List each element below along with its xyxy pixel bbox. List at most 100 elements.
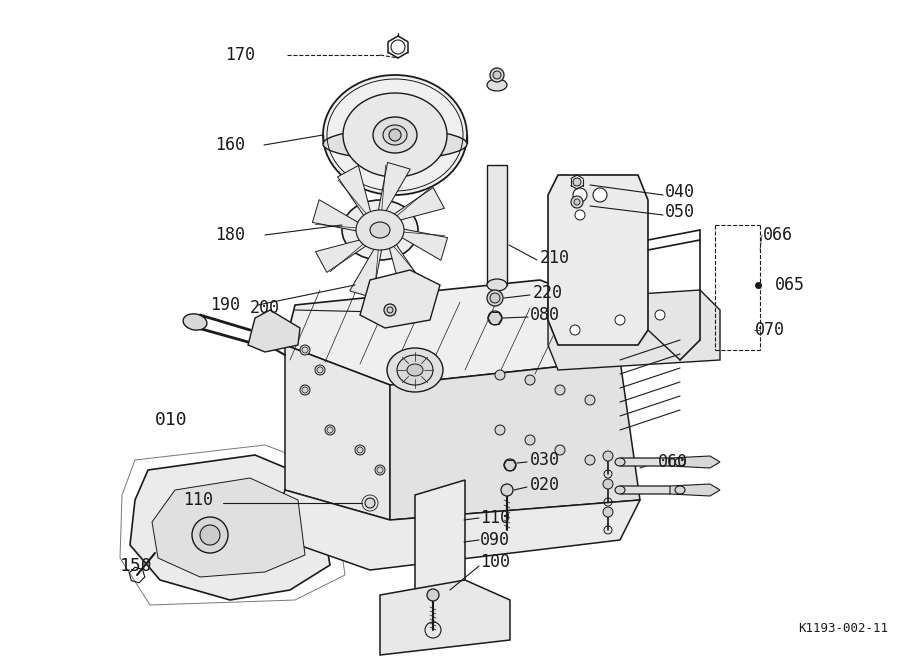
- Polygon shape: [670, 484, 720, 496]
- Circle shape: [525, 375, 535, 385]
- Ellipse shape: [615, 486, 625, 494]
- Polygon shape: [360, 270, 440, 328]
- Ellipse shape: [183, 314, 207, 330]
- Circle shape: [315, 365, 325, 375]
- Circle shape: [501, 484, 513, 496]
- Circle shape: [487, 290, 503, 306]
- Circle shape: [488, 311, 502, 325]
- Circle shape: [192, 517, 228, 553]
- Circle shape: [573, 178, 581, 186]
- Polygon shape: [388, 239, 423, 294]
- Circle shape: [495, 425, 505, 435]
- Text: 010: 010: [155, 411, 187, 429]
- Text: 100: 100: [480, 553, 510, 571]
- Circle shape: [574, 199, 580, 205]
- Text: 066: 066: [763, 226, 793, 244]
- Circle shape: [555, 445, 565, 455]
- Ellipse shape: [615, 458, 625, 466]
- Text: 160: 160: [215, 136, 245, 154]
- Text: 050: 050: [665, 203, 695, 221]
- Text: 170: 170: [225, 46, 255, 64]
- Circle shape: [585, 395, 595, 405]
- Polygon shape: [378, 163, 410, 215]
- Ellipse shape: [373, 117, 417, 153]
- Polygon shape: [270, 490, 640, 570]
- Circle shape: [603, 451, 613, 461]
- Ellipse shape: [342, 200, 418, 260]
- Circle shape: [570, 325, 580, 335]
- Text: 220: 220: [533, 284, 563, 302]
- Circle shape: [585, 455, 595, 465]
- Circle shape: [389, 129, 401, 141]
- Text: 110: 110: [183, 491, 213, 509]
- Polygon shape: [620, 458, 680, 466]
- Circle shape: [490, 293, 500, 303]
- Polygon shape: [394, 227, 448, 260]
- Ellipse shape: [487, 279, 507, 291]
- Text: 150: 150: [120, 557, 153, 575]
- Circle shape: [387, 307, 393, 313]
- Ellipse shape: [383, 125, 407, 145]
- Polygon shape: [415, 480, 465, 620]
- Text: K1193-002-11: K1193-002-11: [798, 622, 888, 634]
- Circle shape: [555, 385, 565, 395]
- Polygon shape: [152, 478, 305, 577]
- Circle shape: [571, 196, 583, 208]
- Circle shape: [593, 188, 607, 202]
- Circle shape: [495, 370, 505, 380]
- Text: 090: 090: [480, 531, 510, 549]
- Circle shape: [525, 435, 535, 445]
- Ellipse shape: [343, 93, 447, 177]
- Text: 080: 080: [530, 306, 560, 324]
- Circle shape: [603, 479, 613, 489]
- Polygon shape: [285, 345, 390, 520]
- Ellipse shape: [323, 75, 467, 195]
- Circle shape: [384, 304, 396, 316]
- Polygon shape: [390, 360, 640, 520]
- Polygon shape: [670, 456, 720, 468]
- Polygon shape: [315, 238, 371, 272]
- Circle shape: [615, 315, 625, 325]
- Polygon shape: [487, 165, 507, 285]
- Text: 040: 040: [665, 183, 695, 201]
- Polygon shape: [248, 310, 300, 352]
- Polygon shape: [312, 199, 366, 233]
- Circle shape: [300, 385, 310, 395]
- Circle shape: [655, 310, 665, 320]
- Text: 200: 200: [250, 299, 280, 317]
- Polygon shape: [350, 245, 382, 297]
- Polygon shape: [337, 165, 372, 221]
- Circle shape: [200, 525, 220, 545]
- Polygon shape: [389, 187, 445, 222]
- Text: 060: 060: [658, 453, 688, 471]
- Circle shape: [490, 68, 504, 82]
- Circle shape: [573, 188, 587, 202]
- Text: 065: 065: [775, 276, 805, 294]
- Text: 030: 030: [530, 451, 560, 469]
- Circle shape: [365, 498, 375, 508]
- Polygon shape: [285, 280, 640, 385]
- Text: 180: 180: [215, 226, 245, 244]
- Polygon shape: [620, 486, 680, 494]
- Text: 190: 190: [210, 296, 240, 314]
- Ellipse shape: [356, 210, 404, 250]
- Circle shape: [375, 465, 385, 475]
- Text: 020: 020: [530, 476, 560, 494]
- Text: 210: 210: [540, 249, 570, 267]
- Circle shape: [355, 445, 365, 455]
- Circle shape: [504, 459, 516, 471]
- Ellipse shape: [407, 364, 423, 376]
- Circle shape: [575, 210, 585, 220]
- Text: 070: 070: [755, 321, 785, 339]
- Ellipse shape: [397, 355, 433, 385]
- Polygon shape: [548, 290, 720, 370]
- Circle shape: [300, 345, 310, 355]
- Ellipse shape: [370, 222, 390, 238]
- Text: 110: 110: [480, 509, 510, 527]
- Circle shape: [493, 71, 501, 79]
- Ellipse shape: [675, 486, 685, 494]
- Polygon shape: [380, 580, 510, 655]
- Circle shape: [427, 589, 439, 601]
- Circle shape: [325, 425, 335, 435]
- Ellipse shape: [487, 79, 507, 91]
